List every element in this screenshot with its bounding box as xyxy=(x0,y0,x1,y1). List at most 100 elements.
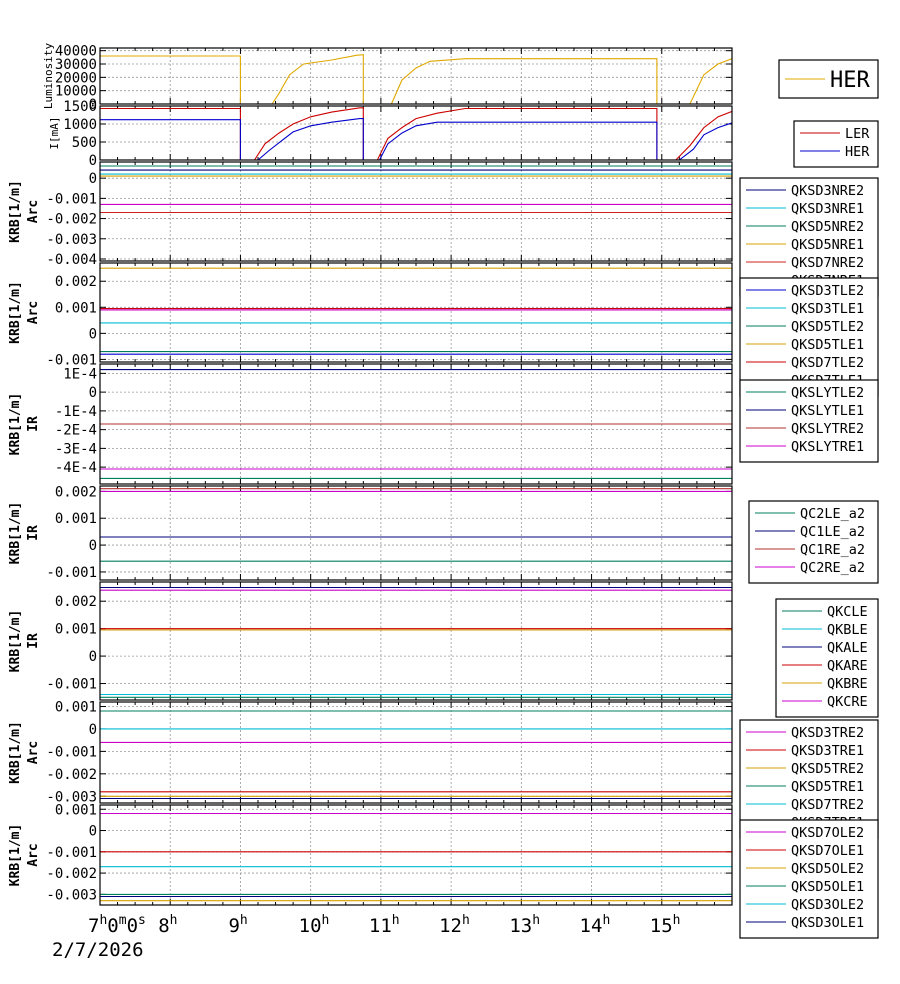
plot-frame xyxy=(99,262,733,363)
y-axis-label: KRB[1/m] xyxy=(8,180,23,243)
legend-box xyxy=(739,379,879,463)
y-axis-label-region: IR xyxy=(26,633,41,649)
x-tick-label: 15h​ xyxy=(650,913,681,937)
y-tick-label: -3E-4 xyxy=(55,441,97,457)
legend: QKSD3TLE2 QKSD3TLE1 QKSD5TLE2 QKSD5TLE1 QKSD… xyxy=(739,277,879,397)
y-tick-label: 0 xyxy=(89,171,97,187)
legend-entry: QKSD3NRE2 xyxy=(791,183,864,199)
y-tick-label: 0 xyxy=(89,153,97,169)
legend-entry: HER xyxy=(845,144,870,160)
y-tick-label: 1E-4 xyxy=(63,366,97,382)
legend-entry: QKSD7NRE2 xyxy=(791,255,864,271)
legend-entry: QKSD3OLE1 xyxy=(791,915,864,931)
legend-entry: QKSLYTLE1 xyxy=(791,403,864,419)
legend-box xyxy=(739,277,879,397)
y-axis-label-region: IR xyxy=(26,416,41,432)
legend-entry: QKSD7TRE2 xyxy=(791,797,864,813)
y-axis-label: I[mA] xyxy=(48,116,61,149)
y-tick-label: 0 xyxy=(89,649,97,665)
panel-krb-arc-2: 0.002 0.001 0 -0.001 KRB[1/m] Arc QKSD3TLE2 QKS… xyxy=(8,262,879,397)
legend: QKSLYTLE2 QKSLYTLE1 QKSLYTRE2 QKSLYTRE1 xyxy=(739,379,879,463)
y-tick-label: 0.001 xyxy=(55,511,97,527)
y-axis-label: KRB[1/m] xyxy=(8,824,23,887)
y-tick-label: -4E-4 xyxy=(55,460,97,476)
legend-entry: QKSD5TRE2 xyxy=(791,761,864,777)
y-tick-label: 0 xyxy=(89,385,97,401)
legend: QC2LE_a2 QC1LE_a2 QC1RE_a2 QC2RE_a2 xyxy=(748,500,879,584)
y-tick-label: -0.004 xyxy=(46,252,97,268)
y-tick-label: 0.002 xyxy=(55,274,97,290)
y-tick-label: 0.001 xyxy=(55,622,97,638)
legend-entry: QKSLYTLE2 xyxy=(791,385,864,401)
y-tick-label: -0.002 xyxy=(46,767,97,783)
legend-entry: QKSD5TRE1 xyxy=(791,779,864,795)
y-axis-label-region: Arc xyxy=(26,200,41,223)
legend-entry: QKSLYTRE2 xyxy=(791,421,864,437)
y-tick-label: 0.001 xyxy=(55,300,97,316)
legend-entry: QC2LE_a2 xyxy=(800,506,865,522)
series-line-ler xyxy=(100,107,732,160)
legend-entry: QKSD5OLE1 xyxy=(791,879,864,895)
y-tick-label: 0 xyxy=(89,824,97,840)
y-tick-label: -1E-4 xyxy=(55,404,97,420)
plot-frame xyxy=(99,485,733,581)
y-tick-label: 0.002 xyxy=(55,484,97,500)
legend-box xyxy=(739,719,879,839)
y-tick-label: 1500 xyxy=(63,99,97,115)
plot-frame xyxy=(99,161,733,262)
legend-box xyxy=(739,819,879,939)
y-tick-label: -0.003 xyxy=(46,232,97,248)
date-label: 2/7/2026 xyxy=(52,939,144,961)
y-tick-label: -0.001 xyxy=(46,191,97,207)
legend-entry: QKSD5NRE2 xyxy=(791,219,864,235)
legend: QKSD3NRE2 QKSD3NRE1 QKSD5NRE2 QKSD5NRE1 QKSD… xyxy=(739,177,879,297)
legend-entry: QKSD3TRE2 xyxy=(791,725,864,741)
x-tick-label: 7h​0m​0s​ xyxy=(88,913,146,937)
legend-entry: QKSD3TLE1 xyxy=(791,301,864,317)
y-tick-label: 30000 xyxy=(55,57,97,73)
panel-krb-arc-4: 0.001 0 -0.001 -0.002 -0.003 KRB[1/m] Arc QKSD7… xyxy=(8,802,879,939)
legend-entry: QKSD5NRE1 xyxy=(791,237,864,253)
plot-frame xyxy=(99,701,733,804)
series-line-her xyxy=(100,54,732,104)
x-tick-label: 11h​ xyxy=(369,913,400,937)
plot-frame xyxy=(99,804,733,906)
legend: LER HER xyxy=(793,120,879,168)
x-tick-label: 9h​ xyxy=(228,913,247,937)
y-tick-label: 0 xyxy=(89,722,97,738)
y-tick-label: -2E-4 xyxy=(55,423,97,439)
y-axis-label: KRB[1/m] xyxy=(8,281,23,344)
y-tick-label: 0 xyxy=(89,326,97,342)
y-axis-label-region: Arc xyxy=(26,843,41,866)
x-tick-label: 8h​ xyxy=(158,913,177,937)
panel-krb-arc-3: 0.001 0 -0.001 -0.002 -0.003 KRB[1/m] Arc QKSD3… xyxy=(8,699,879,839)
y-tick-label: 20000 xyxy=(55,70,97,86)
y-tick-label: -0.001 xyxy=(46,845,97,861)
y-tick-label: 1000 xyxy=(63,117,97,133)
legend-entry: QKSLYTRE1 xyxy=(791,439,864,455)
legend-entry: QKSD5OLE2 xyxy=(791,861,864,877)
plot-frame xyxy=(99,363,733,485)
panel-krb-ir-2: 0.002 0.001 0 -0.001 KRB[1/m] IR QC2LE_a2 QC1LE… xyxy=(8,484,879,584)
legend-entry: QKARE xyxy=(827,658,868,674)
y-axis-label: KRB[1/m] xyxy=(8,721,23,784)
y-tick-label: -0.001 xyxy=(46,352,97,368)
y-tick-label: -0.002 xyxy=(46,866,97,882)
legend: QKCLE QKBLE QKALE QKARE QKBRE QKCRE xyxy=(775,598,879,718)
y-tick-label: 0 xyxy=(89,538,97,554)
legend-entry: QKCRE xyxy=(827,694,868,710)
legend-entry: QC1RE_a2 xyxy=(800,542,865,558)
legend-box xyxy=(748,500,879,584)
plot-frame xyxy=(99,581,733,701)
y-tick-label: 40000 xyxy=(55,44,97,60)
legend-entry: QKBRE xyxy=(827,676,868,692)
y-axis-label-region: IR xyxy=(26,525,41,541)
legend-entry: QKSD3TLE2 xyxy=(791,283,864,299)
x-tick-label: 13h​ xyxy=(509,913,540,937)
y-axis-label-region: Arc xyxy=(26,301,41,324)
y-tick-label: 500 xyxy=(72,135,97,151)
x-axis-labels: 7h​0m​0s​ 8h​ 9h​ 10h​ 11h​ 12h​ 13h​ 14h​ 15h​ xyxy=(88,913,680,937)
legend-entry: QKSD7OLE1 xyxy=(791,843,864,859)
